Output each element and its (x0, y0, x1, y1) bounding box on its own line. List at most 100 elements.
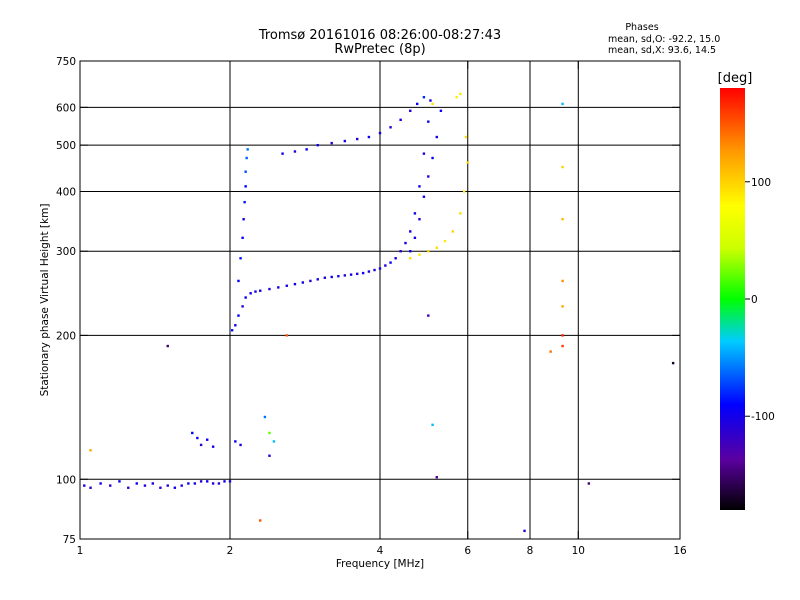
data-point (427, 120, 430, 123)
data-point (268, 454, 271, 457)
data-point (431, 156, 434, 160)
data-point (561, 344, 564, 348)
data-point (587, 482, 591, 485)
data-point (523, 529, 526, 533)
data-point (237, 314, 240, 317)
data-point (180, 484, 183, 487)
data-point (422, 195, 426, 198)
data-point (239, 443, 242, 447)
data-point (166, 484, 169, 487)
y-tick-label: 750 (56, 56, 76, 68)
x-axis-label: Frequency [MHz] (336, 558, 424, 570)
data-point (409, 230, 412, 233)
data-point (285, 284, 288, 287)
data-point (249, 292, 252, 295)
data-point (118, 480, 121, 483)
data-point (355, 272, 359, 276)
y-axis-label: Stationary phase Virtual Height [km] (39, 204, 51, 397)
data-point (243, 200, 246, 204)
data-point (259, 519, 262, 522)
data-point (199, 480, 203, 483)
data-point (561, 218, 564, 221)
data-point (223, 480, 226, 483)
phase-line-o: mean, sd,O: -92.2, 15.0 (608, 34, 720, 45)
data-point (384, 264, 387, 267)
data-point (135, 482, 138, 485)
data-point (561, 305, 564, 308)
data-point (378, 267, 382, 270)
phase-line-x: mean, sd,X: 93.6, 14.5 (608, 45, 716, 56)
data-point (671, 361, 675, 365)
data-point (244, 185, 247, 188)
data-point (349, 273, 353, 276)
y-tick-label: 300 (56, 246, 76, 258)
data-point (316, 278, 319, 281)
data-point (418, 253, 421, 256)
data-point (196, 436, 199, 440)
x-tick-label: 8 (527, 545, 534, 557)
data-point (205, 438, 209, 441)
data-point (187, 482, 190, 485)
x-tick-label: 1 (77, 545, 84, 557)
data-point (217, 482, 221, 485)
data-point (205, 480, 209, 483)
y-tick-label: 600 (56, 102, 76, 114)
data-point (199, 443, 203, 447)
data-point (435, 246, 438, 249)
data-point (293, 150, 297, 153)
data-point (427, 250, 430, 253)
y-tick-label: 100 (56, 474, 76, 486)
x-tick-label: 6 (464, 545, 471, 557)
data-point (455, 95, 458, 99)
data-point (244, 296, 247, 299)
data-point (211, 482, 215, 485)
data-point (143, 484, 147, 487)
data-point (166, 344, 169, 348)
data-point (191, 431, 194, 435)
data-point (459, 212, 462, 215)
data-point (230, 329, 234, 332)
data-point (159, 486, 162, 489)
data-point (337, 274, 340, 278)
data-point (451, 230, 455, 233)
data-point (399, 118, 402, 122)
data-point (127, 486, 130, 489)
data-point (281, 152, 284, 155)
data-point (245, 156, 248, 160)
y-tick-label: 400 (56, 186, 76, 198)
data-point (399, 250, 402, 253)
data-point (409, 250, 412, 253)
data-point (389, 126, 392, 129)
data-point (330, 141, 333, 145)
y-tick-label: 200 (56, 330, 76, 342)
chart-subtitle: RwPretec (8p) (334, 42, 425, 57)
data-point (323, 276, 327, 279)
data-point (561, 102, 564, 106)
data-point (246, 148, 249, 151)
x-tick-label: 4 (377, 545, 384, 557)
data-point (561, 279, 564, 283)
colorbar-tick-label: -100 (751, 411, 775, 423)
data-point (561, 165, 564, 169)
y-tick-label: 75 (63, 534, 76, 546)
data-point (367, 270, 371, 273)
data-point (272, 440, 276, 443)
data-point (83, 484, 86, 487)
data-point (435, 135, 438, 139)
x-tick-label: 16 (673, 545, 687, 557)
data-point (241, 236, 244, 240)
data-point (431, 102, 434, 106)
data-point (549, 350, 552, 353)
grid-lines (80, 61, 680, 539)
data-point (367, 135, 371, 139)
data-point (427, 314, 430, 317)
data-point (415, 102, 419, 106)
data-point (429, 99, 432, 102)
data-point (237, 279, 240, 283)
data-point (234, 324, 237, 327)
data-point (355, 137, 359, 141)
data-point (293, 282, 297, 286)
data-point (99, 482, 102, 485)
data-point (431, 423, 434, 427)
